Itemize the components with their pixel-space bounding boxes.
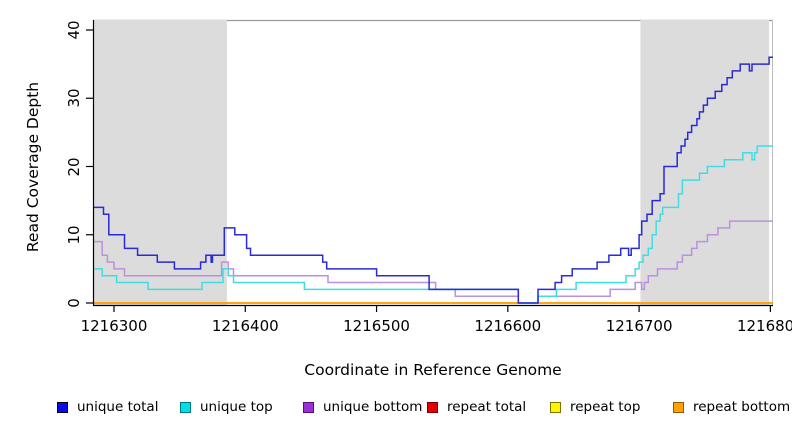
y-tick-label: 0 xyxy=(65,298,83,308)
left-repeat-region xyxy=(93,19,227,305)
legend-label: repeat top xyxy=(570,399,641,415)
x-tick-label: 1216300 xyxy=(80,317,148,335)
legend-swatch-icon xyxy=(673,402,684,413)
y-tick-label: 20 xyxy=(65,156,83,177)
x-axis-title: Coordinate in Reference Genome xyxy=(304,361,562,379)
legend-label: unique total xyxy=(77,399,159,415)
y-axis-title: Read Coverage Depth xyxy=(24,81,42,253)
y-tick-label: 30 xyxy=(65,88,83,108)
legend-swatch-icon xyxy=(427,402,438,413)
series-unique-total-line xyxy=(93,56,773,304)
x-tick-label: 1216500 xyxy=(343,317,410,335)
x-tick-label: 1216400 xyxy=(211,317,279,335)
right-repeat-region xyxy=(640,19,770,305)
legend-swatch-icon xyxy=(303,402,314,413)
legend-label: unique bottom xyxy=(323,399,423,415)
x-tick-label: 1216600 xyxy=(474,317,542,335)
legend-swatch-icon xyxy=(180,402,191,413)
chart-legend: unique total unique top unique bottom repea… xyxy=(0,396,792,422)
series-unique-bottom-line xyxy=(93,220,773,304)
legend-label: repeat bottom xyxy=(693,399,791,415)
legend-label: unique top xyxy=(200,399,273,415)
legend-swatch-icon xyxy=(57,402,68,413)
legend-label: repeat total xyxy=(447,399,527,415)
series-unique-top-line xyxy=(93,145,773,304)
y-tick-label: 10 xyxy=(65,225,83,245)
x-tick-label: 1216700 xyxy=(605,317,673,335)
y-tick-label: 40 xyxy=(65,20,83,40)
legend-swatch-icon xyxy=(550,402,561,413)
